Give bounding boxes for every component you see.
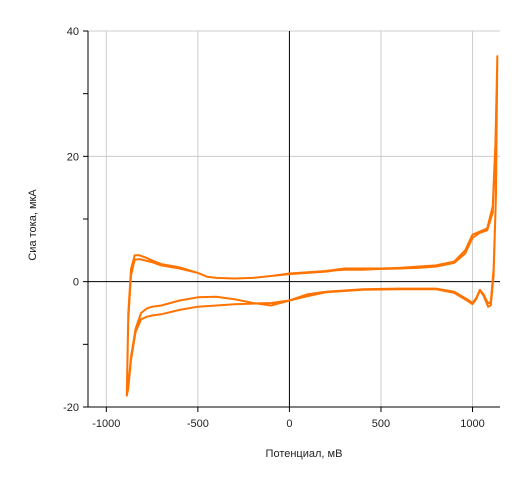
axes bbox=[88, 31, 500, 407]
x-tick-label: 1000 bbox=[460, 418, 484, 430]
grid bbox=[88, 31, 500, 407]
x-tick-label: -1000 bbox=[92, 418, 120, 430]
x-tick-label: 500 bbox=[372, 418, 390, 430]
y-tick-label: -20 bbox=[63, 402, 79, 414]
cv-series-line bbox=[127, 56, 498, 396]
y-tick-label: 0 bbox=[73, 277, 79, 289]
x-tick-label: -500 bbox=[187, 418, 209, 430]
x-tick-label: 0 bbox=[286, 418, 292, 430]
y-axis-title: Сиа тока, мкА bbox=[27, 189, 39, 261]
y-tick-label: 40 bbox=[67, 26, 79, 38]
y-tick-label: 20 bbox=[67, 151, 79, 163]
x-axis-title: Потенциал, мВ bbox=[266, 448, 343, 460]
series-layer bbox=[127, 56, 498, 396]
